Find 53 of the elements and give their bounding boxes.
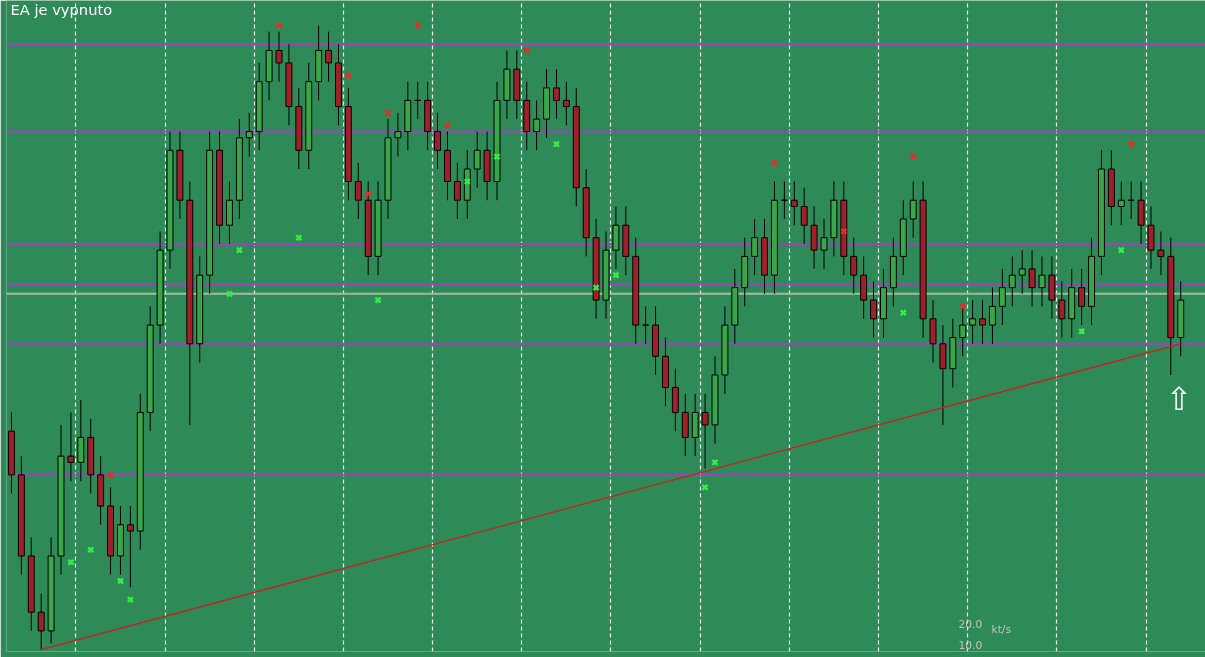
text: EA je vypnuto [10,0,113,18]
candlestick [790,181,798,226]
point [493,152,501,161]
annotation: 10.0 [958,638,983,652]
candlestick [988,287,996,345]
candlestick [275,31,283,83]
point [711,458,719,467]
point [116,577,125,585]
candlestick [1157,230,1165,276]
candlestick [870,280,878,339]
candlestick [800,187,808,245]
candlestick [453,162,461,220]
candlestick [1018,249,1026,295]
candlestick [245,112,253,158]
annotation: kt/s [991,622,1012,636]
candlestick [354,162,362,220]
candlestick [67,411,75,482]
candlestick [820,218,828,270]
candlestick [909,181,917,239]
point [701,483,709,492]
candlestick [969,299,977,345]
candlestick [473,131,481,189]
candlestick [642,305,650,345]
point [840,227,848,236]
candlestick [979,299,987,345]
candlestick [562,81,570,126]
annotation: 20.0 [958,617,983,631]
point [106,471,115,479]
candlestick [751,218,759,276]
candlestick [1058,280,1066,339]
candlestick [701,393,709,470]
candlestick [1028,249,1036,307]
candlestick [998,268,1006,326]
candlestick [325,31,333,83]
candlestick [959,305,967,357]
candlestick [1008,255,1016,307]
point [225,290,234,298]
point [552,140,561,148]
point [909,152,917,161]
candlestick [1038,255,1046,307]
candlestick [434,112,442,170]
candlestick [533,99,541,151]
candlestick [394,112,402,158]
candlestick [37,592,45,651]
candlestick [1117,181,1125,226]
point [770,159,779,167]
point [592,283,600,292]
annotation: ⇧ [1165,379,1193,418]
candlestick [552,68,560,120]
candlestick [1078,268,1086,326]
candlestick [850,237,858,295]
candlestick [126,505,134,588]
point [275,21,283,30]
